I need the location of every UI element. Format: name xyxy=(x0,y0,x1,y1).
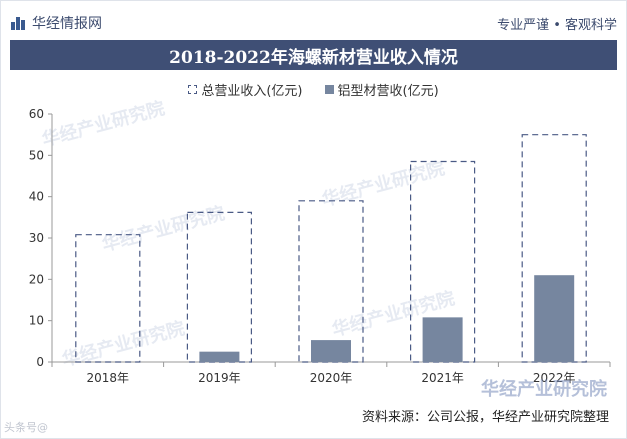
legend-swatch-total xyxy=(188,85,198,94)
corner-watermark: 头条号@ xyxy=(4,421,48,434)
legend-item-total: 总营业收入(亿元) xyxy=(188,80,303,99)
bar-total-revenue xyxy=(186,211,252,363)
source-note: 资料来源：公司公报，华经产业研究院整理 xyxy=(361,410,609,425)
legend-item-aluminum: 铝型材营收(亿元) xyxy=(324,80,439,99)
bar-total-revenue xyxy=(75,234,141,363)
watermark-logo-text: 华经产业研究院 xyxy=(481,379,607,400)
x-tick-label: 2021年 xyxy=(421,371,464,385)
x-tick-label: 2019年 xyxy=(198,371,241,385)
y-tick-label: 40 xyxy=(29,190,44,204)
chart-title: 2018-2022年海螺新材营业收入情况 xyxy=(10,40,617,70)
y-tick-label: 60 xyxy=(29,107,44,121)
bar-total-revenue xyxy=(410,160,476,363)
legend-label-aluminum: 铝型材营收(亿元) xyxy=(337,84,439,99)
y-tick-label: 50 xyxy=(29,148,44,162)
bar-aluminum-revenue xyxy=(422,317,463,362)
header-slogan: 专业严谨 • 客观科学 xyxy=(497,17,617,33)
x-tick-label: 2020年 xyxy=(310,371,353,385)
legend-label-total: 总营业收入(亿元) xyxy=(201,84,303,99)
bar-total-revenue xyxy=(298,200,364,363)
y-tick-label: 0 xyxy=(36,355,44,369)
legend-swatch-aluminum xyxy=(324,85,334,94)
x-tick-label: 2018年 xyxy=(87,371,130,385)
bar-aluminum-revenue xyxy=(534,275,575,362)
y-tick-label: 10 xyxy=(29,314,44,328)
brand: 华经情报网 xyxy=(10,13,102,33)
bar-aluminum-revenue xyxy=(199,351,240,362)
header-bar: 华经情报网 专业严谨 • 客观科学 xyxy=(10,8,617,38)
y-tick-label: 20 xyxy=(29,272,44,286)
chart-legend: 总营业收入(亿元) 铝型材营收(亿元) xyxy=(0,80,627,99)
x-tick-label: 2022年 xyxy=(533,371,576,385)
bar-aluminum-revenue xyxy=(311,340,351,362)
brand-name: 华经情报网 xyxy=(32,16,102,32)
y-tick-label: 30 xyxy=(29,231,44,245)
brand-logo-icon xyxy=(10,15,26,31)
